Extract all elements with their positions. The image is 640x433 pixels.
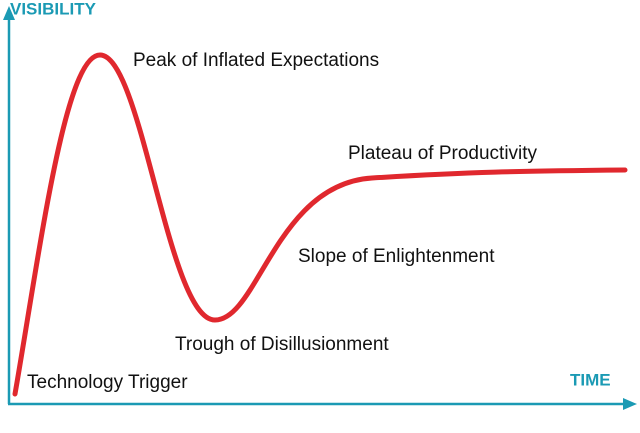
phase-label: Plateau of Productivity <box>348 143 538 164</box>
x-axis-label: TIME <box>570 370 611 389</box>
y-axis-label: VISIBILITY <box>10 0 97 18</box>
y-axis-arrow <box>3 6 15 20</box>
phase-label: Trough of Disillusionment <box>175 334 389 355</box>
hype-curve <box>12 52 628 397</box>
phase-label: Peak of Inflated Expectations <box>133 50 379 71</box>
phase-label: Slope of Enlightenment <box>298 246 495 267</box>
phase-label: Technology Trigger <box>27 372 188 393</box>
x-axis-arrow <box>623 398 637 410</box>
